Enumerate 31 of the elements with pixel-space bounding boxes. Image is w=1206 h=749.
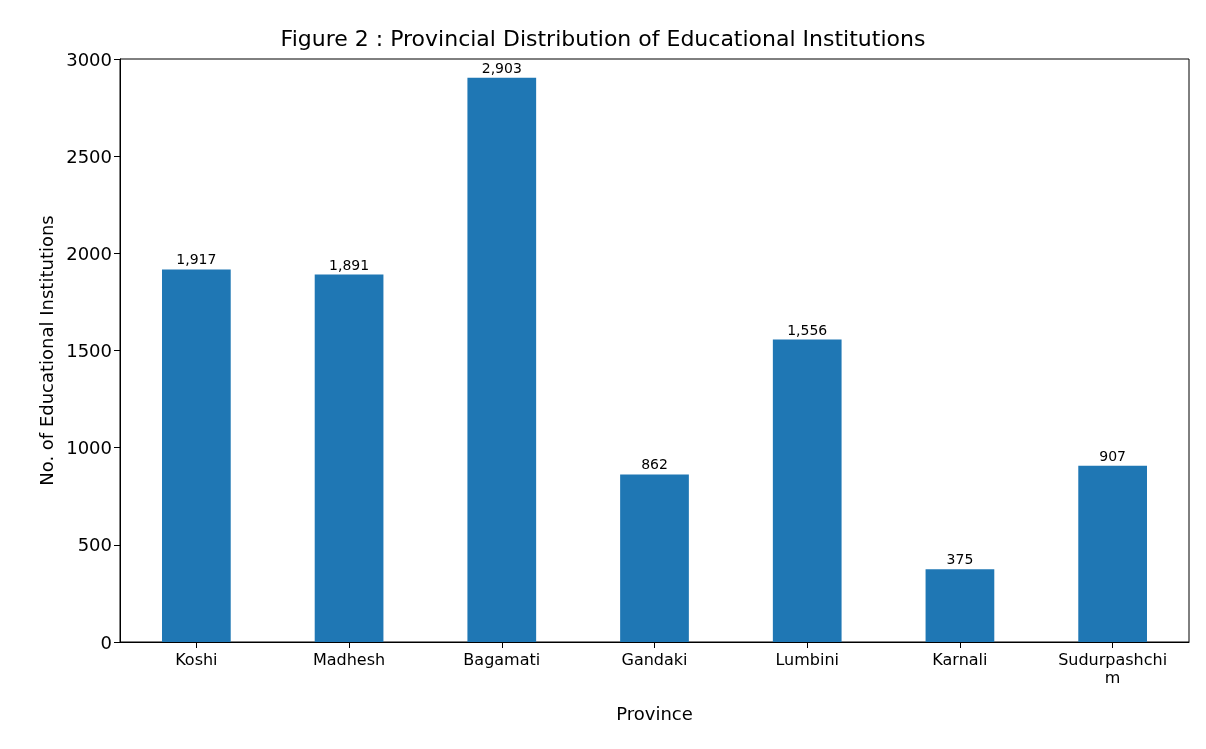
bar <box>314 274 384 642</box>
bar <box>1078 465 1147 642</box>
bar <box>162 269 231 642</box>
y-tick-label: 0 <box>100 631 112 653</box>
data-label: 2,903 <box>481 59 522 76</box>
x-tick-label: Karnali <box>932 649 988 669</box>
bar <box>925 569 995 642</box>
chart-title: Figure 2 : Provincial Distribution of Educational Institutions <box>280 25 926 51</box>
data-label: 862 <box>641 456 668 473</box>
data-label: 907 <box>1099 447 1127 464</box>
y-axis-title: No. of Educational Institutions <box>35 215 57 486</box>
x-tick-label: Madhesh <box>312 649 386 669</box>
y-tick-label: 3000 <box>66 48 112 70</box>
data-label: 1,556 <box>787 321 828 338</box>
x-axis-title: Province <box>616 702 693 724</box>
x-tick-label: Koshi <box>175 649 218 669</box>
bar <box>772 339 842 642</box>
x-tick-label: Gandaki <box>621 649 688 669</box>
bar <box>620 474 689 642</box>
y-tick-label: 1000 <box>66 437 112 459</box>
x-tick-label: Sudurpashchim <box>1058 649 1168 687</box>
bar <box>467 77 537 642</box>
data-label: 375 <box>946 551 974 568</box>
y-tick-label: 1500 <box>66 340 112 361</box>
data-label: 1,917 <box>176 251 217 268</box>
y-tick-label: 500 <box>77 534 112 556</box>
x-tick-label: Bagamati <box>463 649 541 669</box>
x-tick-label: Lumbini <box>775 649 839 669</box>
y-tick-label: 2000 <box>66 242 112 264</box>
y-tick-label: 2500 <box>66 145 112 167</box>
data-label: 1,891 <box>329 256 370 273</box>
